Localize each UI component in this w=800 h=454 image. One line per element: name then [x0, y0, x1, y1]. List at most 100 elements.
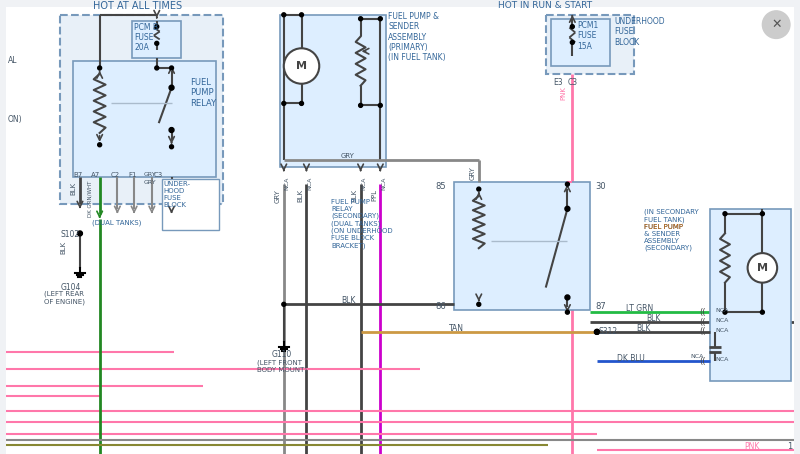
Text: ((: ((: [698, 327, 706, 336]
Text: HOT AT ALL TIMES: HOT AT ALL TIMES: [93, 1, 182, 11]
Circle shape: [594, 330, 599, 334]
Text: NCA: NCA: [307, 176, 313, 190]
Text: GRY: GRY: [144, 180, 157, 185]
Circle shape: [170, 66, 174, 70]
Circle shape: [154, 66, 158, 70]
Text: B7: B7: [73, 173, 82, 178]
Text: NCA: NCA: [715, 318, 729, 323]
Text: HOT IN RUN & START: HOT IN RUN & START: [498, 1, 593, 10]
Circle shape: [565, 295, 570, 300]
Text: NCA: NCA: [690, 354, 704, 359]
Text: (IN SECONDARY
FUEL TANK)
FUEL PUMP
& SENDER
ASSEMBLY
(SECONDARY): (IN SECONDARY FUEL TANK) FUEL PUMP & SEN…: [644, 209, 699, 252]
Circle shape: [477, 187, 481, 191]
Circle shape: [723, 310, 727, 314]
Text: NCA: NCA: [715, 357, 729, 362]
Circle shape: [169, 128, 174, 133]
Text: PPL: PPL: [371, 189, 378, 201]
Circle shape: [282, 101, 286, 105]
Text: BLK: BLK: [636, 324, 650, 333]
Text: BLK: BLK: [352, 189, 358, 202]
Circle shape: [282, 13, 286, 17]
Circle shape: [169, 85, 174, 90]
Circle shape: [566, 310, 570, 314]
FancyBboxPatch shape: [710, 209, 791, 381]
Text: A7: A7: [90, 173, 100, 178]
Text: TAN: TAN: [450, 324, 464, 333]
Circle shape: [98, 66, 102, 70]
Circle shape: [98, 143, 102, 147]
Text: GRY: GRY: [470, 167, 476, 180]
Text: FUEL PUMP
RELAY
(SECONDARY)
(DUAL TANKS)
(ON UNDERHOOD
FUSE BLOCK
BRACKET): FUEL PUMP RELAY (SECONDARY) (DUAL TANKS)…: [331, 199, 393, 249]
Text: (LEFT REAR
OF ENGINE): (LEFT REAR OF ENGINE): [43, 291, 85, 305]
Text: M: M: [757, 263, 768, 273]
Text: 85: 85: [436, 182, 446, 191]
Circle shape: [154, 25, 158, 29]
Text: PCM1
FUSE
15A: PCM1 FUSE 15A: [578, 21, 598, 50]
Circle shape: [761, 212, 764, 216]
Circle shape: [378, 104, 382, 107]
Text: NCA: NCA: [715, 308, 729, 313]
Circle shape: [154, 41, 158, 45]
FancyBboxPatch shape: [454, 182, 590, 310]
Text: NCA: NCA: [285, 176, 290, 190]
Circle shape: [378, 17, 382, 21]
Text: 86: 86: [435, 302, 446, 311]
Text: LT GRN: LT GRN: [626, 304, 654, 313]
Circle shape: [748, 253, 777, 283]
Circle shape: [761, 310, 764, 314]
FancyBboxPatch shape: [162, 179, 219, 231]
Text: F1: F1: [128, 173, 137, 178]
Text: BLK: BLK: [646, 314, 661, 323]
Text: ((: ((: [698, 317, 706, 326]
Circle shape: [358, 104, 362, 107]
Text: GRY: GRY: [275, 189, 281, 203]
Text: UNDER-
HOOD
FUSE
BLOCK: UNDER- HOOD FUSE BLOCK: [164, 181, 190, 208]
Text: C3: C3: [154, 173, 163, 178]
Text: FUEL PUMP: FUEL PUMP: [644, 223, 683, 230]
Text: FUEL PUMP &
SENDER
ASSEMBLY
(PRIMARY)
(IN FUEL TANK): FUEL PUMP & SENDER ASSEMBLY (PRIMARY) (I…: [388, 12, 446, 63]
Text: (LEFT FRONT
BODY MOUNT): (LEFT FRONT BODY MOUNT): [258, 360, 307, 374]
Text: GRY: GRY: [341, 153, 354, 158]
Circle shape: [570, 40, 574, 44]
Circle shape: [282, 302, 286, 306]
FancyBboxPatch shape: [6, 7, 794, 454]
Text: PNK: PNK: [745, 442, 760, 451]
Text: C3: C3: [567, 78, 578, 87]
Text: M: M: [296, 61, 307, 71]
FancyBboxPatch shape: [60, 15, 222, 204]
Text: DK GRN/WHT: DK GRN/WHT: [88, 180, 93, 217]
Text: G110: G110: [272, 350, 292, 359]
FancyBboxPatch shape: [546, 15, 634, 74]
Text: G104: G104: [60, 283, 81, 291]
Text: 87: 87: [595, 302, 606, 311]
Circle shape: [78, 231, 82, 236]
Circle shape: [566, 182, 570, 186]
Text: (DUAL TANKS): (DUAL TANKS): [92, 220, 141, 226]
Text: BLK: BLK: [60, 241, 66, 254]
Circle shape: [594, 330, 599, 334]
Text: 30: 30: [595, 182, 606, 191]
FancyBboxPatch shape: [132, 21, 182, 58]
Text: GRY: GRY: [144, 173, 157, 178]
Text: 1: 1: [787, 442, 792, 451]
FancyBboxPatch shape: [73, 61, 216, 177]
Circle shape: [299, 13, 303, 17]
Circle shape: [170, 145, 174, 149]
Text: BLK: BLK: [70, 182, 76, 195]
Text: PNK: PNK: [561, 86, 566, 99]
Circle shape: [565, 206, 570, 211]
Text: ((: ((: [698, 357, 706, 366]
Text: DK BLU: DK BLU: [617, 354, 644, 363]
Circle shape: [723, 212, 727, 216]
Text: S312: S312: [599, 327, 618, 336]
Circle shape: [477, 302, 481, 306]
Text: S102: S102: [60, 231, 79, 239]
FancyBboxPatch shape: [280, 15, 386, 168]
FancyBboxPatch shape: [550, 19, 610, 66]
Circle shape: [570, 25, 574, 29]
Text: ON): ON): [8, 115, 22, 124]
Text: NCA: NCA: [382, 176, 386, 190]
Text: AL: AL: [8, 56, 18, 65]
Text: NCA: NCA: [715, 328, 729, 333]
Circle shape: [358, 17, 362, 21]
